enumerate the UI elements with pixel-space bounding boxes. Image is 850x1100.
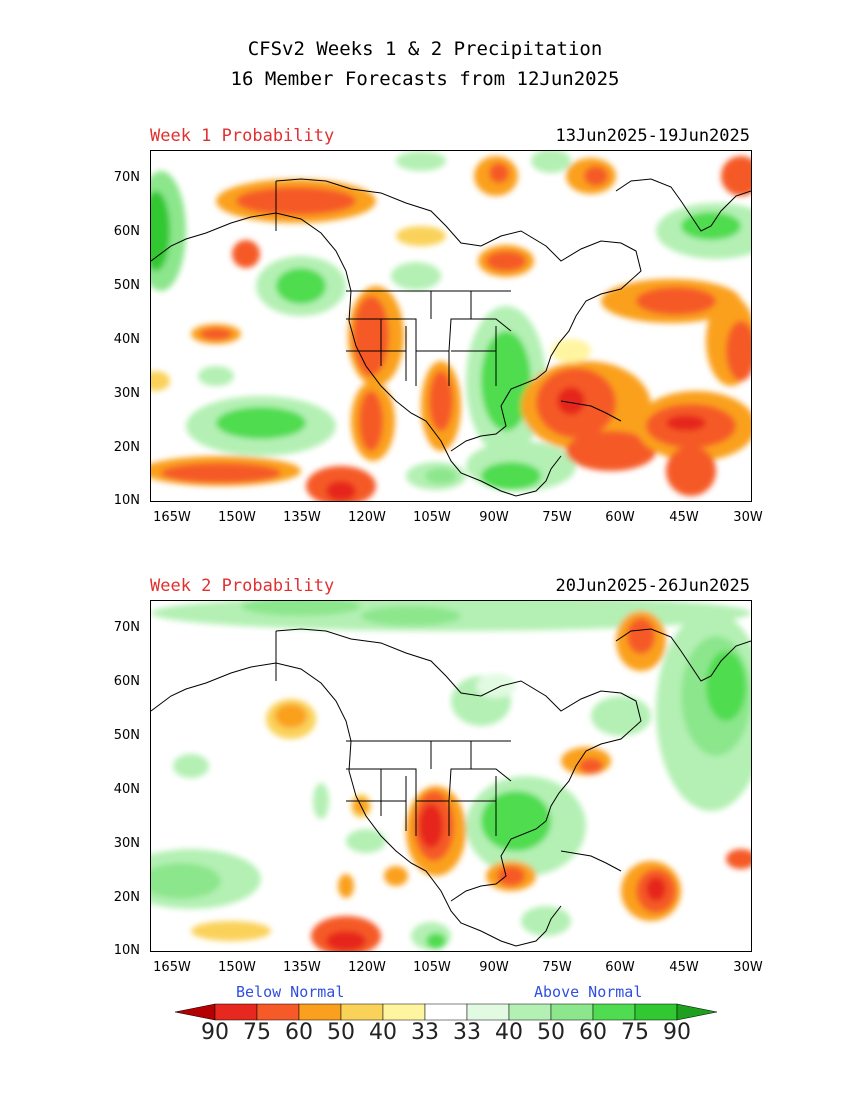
legend-swatch (298, 1003, 342, 1021)
lon-label: 105W (413, 510, 451, 525)
lat-label: 40N (113, 782, 140, 797)
legend-value: 90 (201, 1020, 229, 1045)
lon-label: 60W (605, 510, 635, 525)
legend-value: 50 (537, 1020, 565, 1045)
lon-label: 45W (669, 510, 699, 525)
legend-swatch (214, 1003, 258, 1021)
lat-label: 10N (113, 943, 140, 958)
week1-dates: 13Jun2025-19Jun2025 (555, 126, 750, 146)
legend-swatch (340, 1003, 384, 1021)
week1-map (150, 150, 752, 502)
lat-label: 60N (113, 224, 140, 239)
lat-label: 50N (113, 278, 140, 293)
lon-label: 165W (153, 510, 191, 525)
legend-value: 75 (621, 1020, 649, 1045)
lon-label: 75W (542, 510, 572, 525)
lon-label: 135W (283, 960, 321, 975)
legend-swatch (634, 1003, 678, 1021)
coastline-outline (151, 178, 751, 497)
lon-label: 90W (479, 960, 509, 975)
legend-swatch (382, 1003, 426, 1021)
legend-swatch (592, 1003, 636, 1021)
lon-label: 90W (479, 510, 509, 525)
legend-value: 33 (411, 1020, 439, 1045)
legend-value: 40 (495, 1020, 523, 1045)
lon-label: 60W (605, 960, 635, 975)
legend-value: 50 (327, 1020, 355, 1045)
week1-probability-field (151, 151, 751, 501)
lon-label: 30W (733, 960, 763, 975)
coastline-outline (151, 628, 751, 947)
week2-probability-field (151, 601, 751, 951)
legend-value: 60 (285, 1020, 313, 1045)
week2-label: Week 2 Probability (150, 576, 335, 596)
color-legend (175, 1003, 718, 1021)
lat-label: 10N (113, 493, 140, 508)
legend-value: 60 (579, 1020, 607, 1045)
lon-label: 45W (669, 960, 699, 975)
lon-label: 135W (283, 510, 321, 525)
legend-swatch (466, 1003, 510, 1021)
lat-label: 40N (113, 332, 140, 347)
legend-arrow-right (676, 1003, 718, 1021)
lon-label: 165W (153, 960, 191, 975)
lon-label: 120W (348, 960, 386, 975)
legend-arrow-left (175, 1003, 216, 1021)
lon-label: 150W (218, 510, 256, 525)
lat-label: 20N (113, 890, 140, 905)
legend-swatch (256, 1003, 300, 1021)
legend-value: 75 (243, 1020, 271, 1045)
lon-label: 75W (542, 960, 572, 975)
lat-label: 30N (113, 836, 140, 851)
lon-label: 105W (413, 960, 451, 975)
lat-label: 60N (113, 674, 140, 689)
lon-label: 30W (733, 510, 763, 525)
lat-label: 50N (113, 728, 140, 743)
legend-value: 40 (369, 1020, 397, 1045)
week1-label: Week 1 Probability (150, 126, 335, 146)
lat-label: 70N (113, 620, 140, 635)
map-title: CFSv2 Weeks 1 & 2 Precipitation (247, 38, 603, 60)
legend-value: 90 (663, 1020, 691, 1045)
week2-map (150, 600, 752, 952)
legend-value: 33 (453, 1020, 481, 1045)
legend-swatch (424, 1003, 468, 1021)
lon-label: 120W (348, 510, 386, 525)
map-subtitle: 16 Member Forecasts from 12Jun2025 (230, 68, 620, 90)
lat-label: 30N (113, 386, 140, 401)
lon-label: 150W (218, 960, 256, 975)
legend-swatch (508, 1003, 552, 1021)
week2-dates: 20Jun2025-26Jun2025 (555, 576, 750, 596)
below-normal-label: Below Normal (236, 983, 345, 1001)
above-normal-label: Above Normal (534, 983, 643, 1001)
lat-label: 70N (113, 170, 140, 185)
lat-label: 20N (113, 440, 140, 455)
legend-swatch (550, 1003, 594, 1021)
